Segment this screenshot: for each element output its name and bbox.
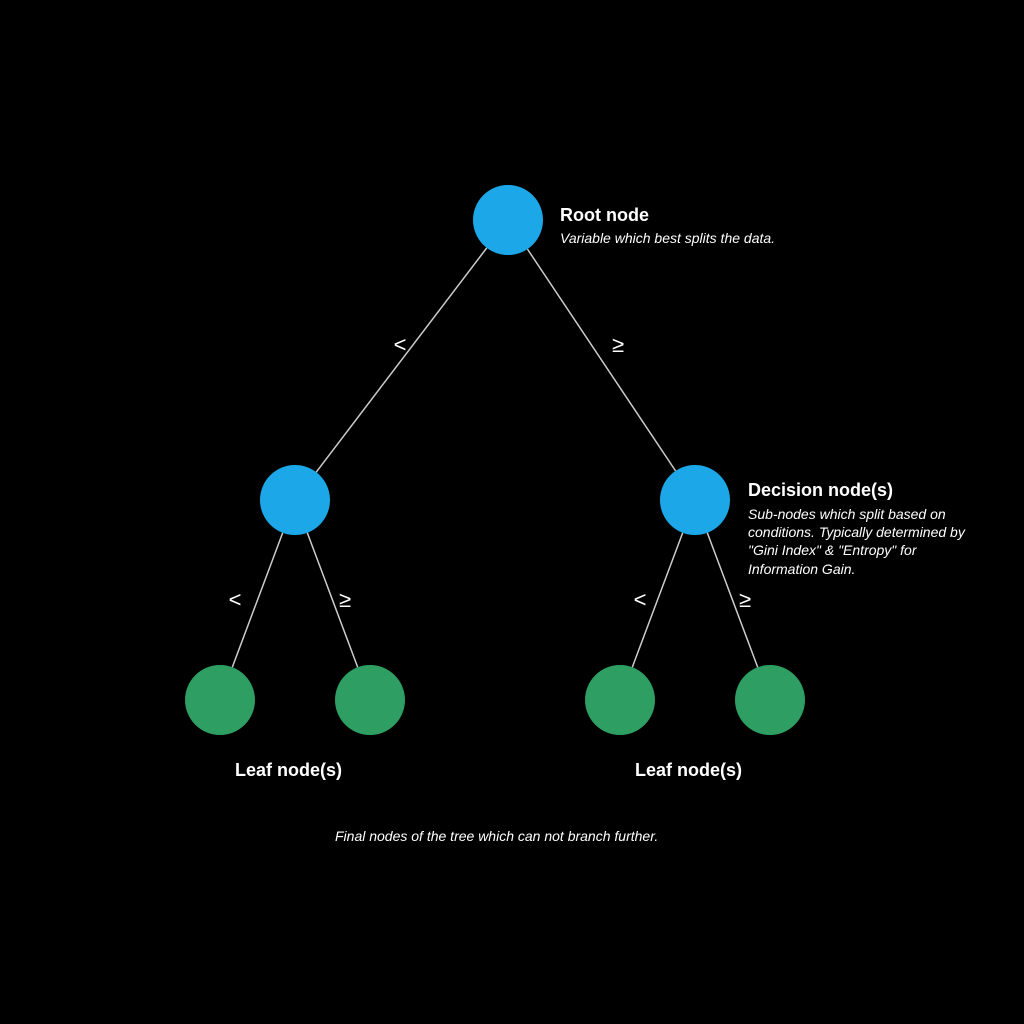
root-title: Root node — [560, 205, 649, 226]
edge-label: ≥ — [739, 587, 751, 613]
edge — [316, 248, 487, 472]
edge-label: < — [229, 587, 242, 613]
node-leaf_2 — [335, 665, 405, 735]
edge-label: ≥ — [612, 332, 624, 358]
decision-title: Decision node(s) — [748, 480, 893, 501]
leaf-subtitle: Final nodes of the tree which can not br… — [335, 828, 658, 844]
node-root — [473, 185, 543, 255]
edge-label: < — [634, 587, 647, 613]
node-dec_right — [660, 465, 730, 535]
leaf-title-right: Leaf node(s) — [635, 760, 742, 781]
edge-label: ≥ — [339, 587, 351, 613]
edge-label: < — [394, 332, 407, 358]
node-dec_left — [260, 465, 330, 535]
node-leaf_1 — [185, 665, 255, 735]
decision-subtitle: Sub-nodes which split based on condition… — [748, 505, 988, 578]
node-leaf_3 — [585, 665, 655, 735]
leaf-title-left: Leaf node(s) — [235, 760, 342, 781]
edge — [527, 249, 675, 471]
root-subtitle: Variable which best splits the data. — [560, 230, 775, 246]
node-leaf_4 — [735, 665, 805, 735]
